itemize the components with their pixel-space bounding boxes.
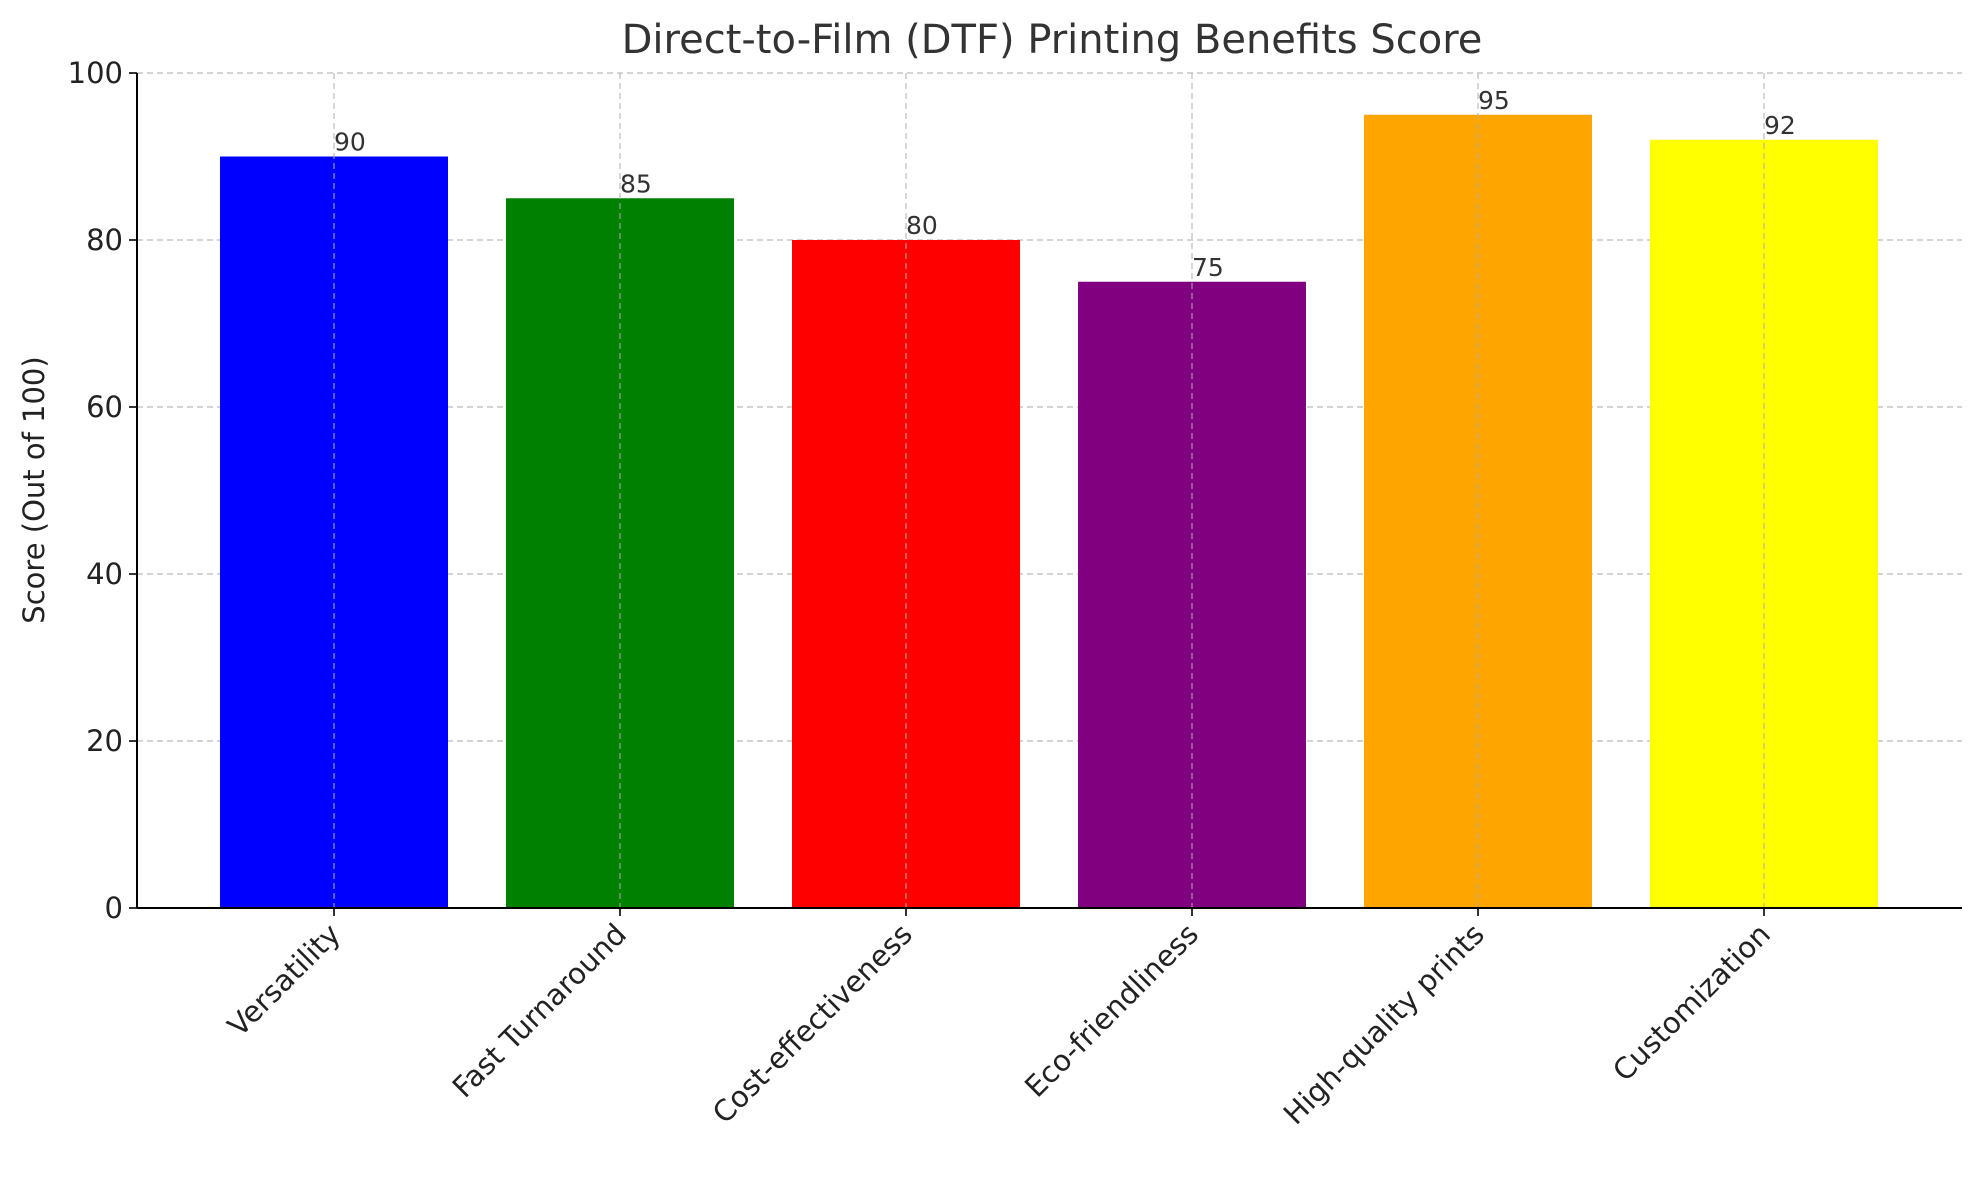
- y-tick-label: 100: [68, 56, 123, 90]
- x-tick-label: Eco-friendliness: [1018, 917, 1205, 1104]
- chart-title: Direct-to-Film (DTF) Printing Benefits S…: [622, 17, 1483, 63]
- y-tick-label: 60: [86, 390, 123, 424]
- bar-value-label: 92: [1764, 111, 1796, 140]
- bars-layer: [220, 114, 1878, 909]
- bar-value-label: 85: [620, 169, 652, 198]
- x-tick-label: Versatility: [221, 917, 347, 1043]
- y-tick-label: 0: [105, 891, 123, 925]
- bar-value-label: 75: [1192, 253, 1224, 282]
- x-tick-label: High-quality prints: [1277, 917, 1491, 1131]
- bar-value-label: 95: [1478, 86, 1510, 115]
- x-tick-label: Customization: [1606, 917, 1777, 1088]
- x-tick-label: Fast Turnaround: [446, 917, 633, 1104]
- x-tick-label: Cost-effectiveness: [706, 917, 919, 1130]
- axes-layer: [129, 72, 1962, 916]
- bar-value-label: 90: [334, 128, 366, 157]
- y-axis-label: Score (Out of 100): [17, 356, 51, 623]
- y-tick-label: 80: [86, 223, 123, 257]
- y-tick-label: 20: [86, 724, 123, 758]
- y-tick-label: 40: [86, 557, 123, 591]
- bar: [220, 156, 448, 908]
- bar-value-label: 80: [906, 211, 938, 240]
